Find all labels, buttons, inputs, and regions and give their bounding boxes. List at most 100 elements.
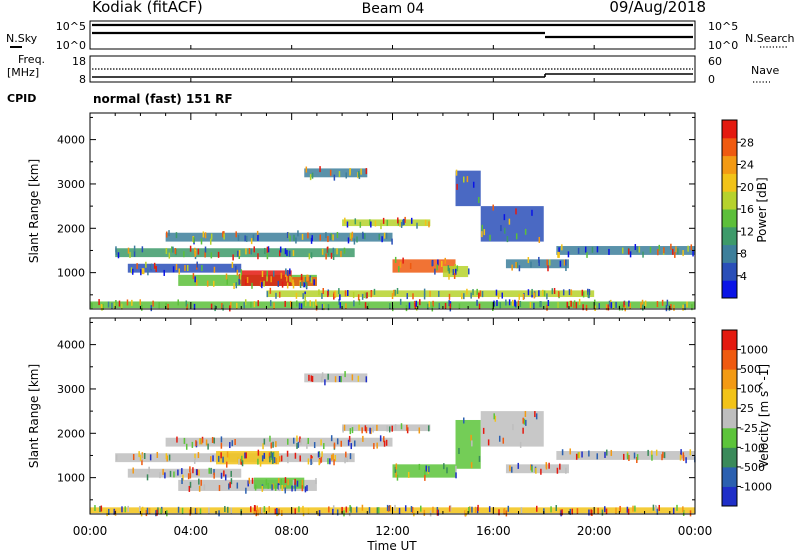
velocity-speckle [413, 510, 415, 517]
power-speckle [559, 260, 562, 267]
power-speckle [578, 298, 581, 305]
velocity-speckle [437, 509, 440, 516]
power-speckle [356, 236, 358, 243]
velocity-speckle [296, 442, 298, 449]
velocity-speckle [350, 443, 353, 450]
power-speckle [269, 300, 272, 307]
power-speckle [345, 303, 347, 310]
power-speckle [302, 293, 304, 300]
velocity-speckle [224, 474, 227, 481]
power-speckle [501, 292, 504, 299]
velocity-speckle [404, 505, 407, 512]
velocity-speckle [294, 478, 296, 485]
velocity-speckle [565, 467, 567, 474]
power-speckle [461, 293, 463, 300]
velocity-colorbar-tick: -500 [740, 461, 765, 474]
velocity-speckle [156, 509, 158, 516]
power-speckle [344, 217, 346, 224]
power-speckle [266, 246, 269, 253]
velocity-speckle [507, 505, 510, 512]
nsky-label: N.Sky [6, 32, 38, 45]
velocity-speckle [534, 411, 536, 418]
power-speckle [551, 288, 554, 295]
velocity-speckle [297, 441, 300, 448]
power-speckle [533, 292, 536, 299]
power-speckle [682, 250, 684, 257]
power-speckle [102, 303, 104, 310]
velocity-speckle [604, 451, 606, 458]
velocity-speckle [355, 506, 358, 513]
velocity-speckle [300, 438, 302, 445]
velocity-speckle [141, 459, 143, 466]
power-speckle [332, 234, 334, 241]
power-speckle [670, 243, 672, 250]
power-speckle [400, 221, 403, 228]
power-speckle [185, 300, 188, 307]
power-echo-region-13 [556, 246, 695, 255]
power-speckle [139, 299, 141, 306]
velocity-speckle [301, 479, 304, 486]
power-speckle [325, 253, 327, 260]
power-speckle [300, 273, 303, 280]
power-speckle [406, 293, 409, 300]
velocity-speckle [225, 461, 228, 468]
power-speckle [345, 172, 348, 179]
velocity-speckle [200, 479, 202, 486]
power-speckle [608, 248, 610, 255]
power-speckle [326, 246, 329, 253]
power-speckle [295, 292, 298, 299]
power-speckle [204, 246, 207, 253]
power-speckle [236, 302, 238, 309]
noise-tick-bottom-right: 10^0 [708, 39, 738, 52]
velocity-speckle [525, 419, 527, 426]
power-speckle [338, 171, 341, 178]
velocity-speckle [329, 458, 331, 465]
power-speckle [296, 300, 298, 307]
velocity-speckle [388, 426, 391, 433]
power-speckle [238, 278, 240, 285]
velocity-speckle [278, 508, 280, 515]
velocity-echo-region-5 [342, 424, 431, 432]
power-speckle [415, 304, 418, 311]
power-ytick-label: 3000 [57, 178, 85, 191]
power-speckle [466, 176, 469, 183]
power-speckle [206, 280, 209, 287]
power-speckle [531, 288, 533, 295]
power-speckle [237, 234, 240, 241]
power-speckle [330, 252, 333, 259]
velocity-speckle [604, 506, 606, 513]
velocity-speckle [349, 505, 351, 512]
power-speckle [303, 281, 306, 288]
power-speckle [405, 305, 408, 312]
velocity-speckle [220, 436, 223, 443]
power-ytick-label: 4000 [57, 134, 85, 147]
velocity-speckle [182, 474, 184, 481]
power-speckle [394, 256, 397, 263]
noise-tick-top-right: 10^5 [708, 20, 738, 33]
power-echo-region-6 [342, 219, 431, 227]
velocity-speckle [336, 509, 339, 516]
velocity-speckle [160, 508, 162, 515]
velocity-ytick-label: 3000 [57, 383, 85, 396]
power-speckle [588, 288, 591, 295]
power-speckle [462, 176, 465, 183]
time-tick-label: 08:00 [274, 524, 309, 538]
velocity-speckle [148, 507, 151, 514]
velocity-speckle [210, 456, 212, 463]
power-speckle [370, 291, 372, 298]
velocity-speckle [280, 455, 283, 462]
velocity-speckle [522, 427, 524, 434]
velocity-speckle [254, 484, 257, 491]
velocity-speckle [348, 510, 351, 517]
power-speckle [403, 218, 405, 225]
power-speckle [569, 300, 571, 307]
power-speckle [587, 291, 590, 298]
velocity-speckle [509, 465, 511, 472]
velocity-speckle [463, 417, 465, 424]
power-speckle [515, 261, 517, 268]
velocity-speckle [222, 456, 224, 463]
power-speckle [189, 245, 192, 252]
velocity-speckle [310, 375, 313, 382]
velocity-speckle [569, 508, 572, 515]
velocity-speckle [689, 510, 692, 517]
